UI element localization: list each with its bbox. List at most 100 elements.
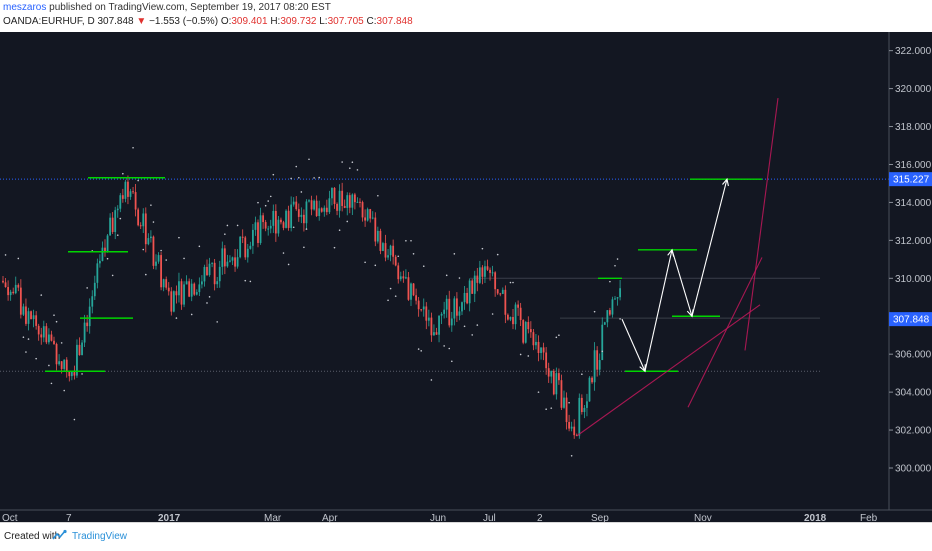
candle-body	[466, 292, 468, 304]
candle-body	[2, 280, 4, 283]
author-link[interactable]: meszaros	[3, 2, 47, 13]
candle-body	[60, 361, 63, 369]
candle-body	[507, 314, 509, 320]
candle-body	[371, 217, 374, 219]
sar-dot	[394, 295, 397, 297]
candle-body	[183, 284, 185, 305]
candle-body	[139, 225, 142, 227]
chart-area[interactable]: 300.000302.000304.000306.000308.000310.0…	[0, 32, 932, 522]
sar-dot	[581, 373, 583, 376]
candle-body	[206, 266, 208, 276]
candle-body	[172, 291, 175, 312]
candle-body	[170, 291, 173, 312]
sar-dot	[491, 313, 494, 315]
candle-body	[555, 373, 558, 395]
candle-body	[45, 326, 48, 343]
tradingview-logo-icon[interactable]	[52, 529, 68, 543]
sar-dot	[389, 287, 392, 290]
time-tick-label: 2	[537, 513, 543, 522]
candle-body	[512, 317, 514, 325]
sar-dot	[226, 224, 229, 227]
trendline	[576, 304, 761, 437]
time-tick-label: Sep	[591, 513, 609, 522]
candle-body	[412, 283, 415, 296]
sar-dot	[550, 407, 553, 409]
sar-dot	[81, 373, 83, 375]
time-axis[interactable]: Oct 7 2017 Mar Apr Jun Jul 2 Sep Nov 2018 Feb	[2, 513, 878, 522]
candle-body	[162, 279, 165, 288]
candle-body	[331, 187, 333, 199]
candle-body	[86, 322, 89, 327]
candle-body	[611, 299, 614, 315]
close-value: 307.848	[376, 16, 413, 27]
time-tick-label: Mar	[264, 513, 282, 522]
candle-body	[471, 280, 474, 294]
sar-dot	[150, 204, 152, 206]
sar-dot	[60, 342, 63, 344]
candle-body	[450, 318, 453, 326]
sar-dot	[412, 252, 415, 255]
candle-body	[468, 280, 471, 304]
candle-body	[297, 209, 300, 217]
candle-body	[48, 334, 50, 343]
sar-dot	[313, 177, 315, 179]
sar-dot	[183, 257, 185, 260]
candle-body	[570, 426, 573, 429]
candle-body	[504, 289, 507, 315]
projection-segment	[691, 179, 728, 317]
price-marker-label: 307.848	[893, 315, 930, 326]
price-marker-bg	[889, 312, 932, 327]
tradingview-brand[interactable]: TradingView	[72, 531, 128, 542]
time-tick-label: Jun	[430, 513, 446, 522]
sar-dot	[282, 252, 285, 254]
candle-body	[216, 281, 219, 285]
candle-body	[193, 283, 196, 295]
sar-dot	[216, 321, 218, 323]
candle-body	[160, 255, 162, 288]
sar-dot	[22, 336, 25, 338]
sar-dot	[119, 217, 122, 220]
publish-info: meszaros published on TradingView.com, S…	[3, 2, 331, 13]
price-tick-label: 312.000	[895, 236, 932, 247]
footer: Created with TradingView	[0, 522, 932, 551]
sar-dot	[509, 281, 512, 284]
candle-body	[313, 200, 315, 210]
sar-dot	[292, 226, 295, 229]
candle-body	[537, 341, 540, 353]
price-chart[interactable]: 300.000302.000304.000306.000308.000310.0…	[0, 32, 932, 522]
projection-segment	[671, 249, 693, 317]
candle-body	[593, 350, 596, 383]
sar-dot	[287, 263, 290, 266]
price-tick-label: 306.000	[895, 350, 932, 361]
sar-dot	[236, 224, 239, 227]
candle-body	[195, 292, 198, 295]
sar-dot	[476, 324, 479, 326]
candle-body	[606, 310, 609, 323]
symbol-label[interactable]: OANDA:EURHUF, D	[3, 16, 95, 27]
price-change: −1.553 (−0.5%)	[149, 16, 219, 27]
candle-body	[389, 245, 392, 256]
candle-body	[132, 191, 134, 193]
time-tick-label: 7	[66, 513, 72, 522]
candle-body	[583, 407, 586, 413]
candle-body	[150, 236, 152, 239]
candle-body	[287, 210, 290, 228]
candle-body	[524, 321, 527, 343]
candle-body	[119, 195, 122, 209]
sar-dot	[519, 353, 522, 356]
sar-dot	[175, 317, 178, 319]
candle-body	[399, 276, 402, 280]
projection-segment	[621, 318, 646, 372]
candle-body	[246, 248, 249, 258]
candle-body	[359, 201, 361, 203]
candle-body	[4, 282, 7, 288]
candle-body	[274, 210, 277, 234]
candle-body	[285, 210, 287, 228]
candle-body	[382, 243, 384, 251]
candle-body	[78, 344, 81, 356]
sar-dot	[267, 200, 270, 202]
price-marker-bg	[889, 172, 932, 187]
candle-body	[407, 277, 410, 300]
sar-dot	[198, 245, 201, 248]
sar-dot	[40, 294, 43, 296]
